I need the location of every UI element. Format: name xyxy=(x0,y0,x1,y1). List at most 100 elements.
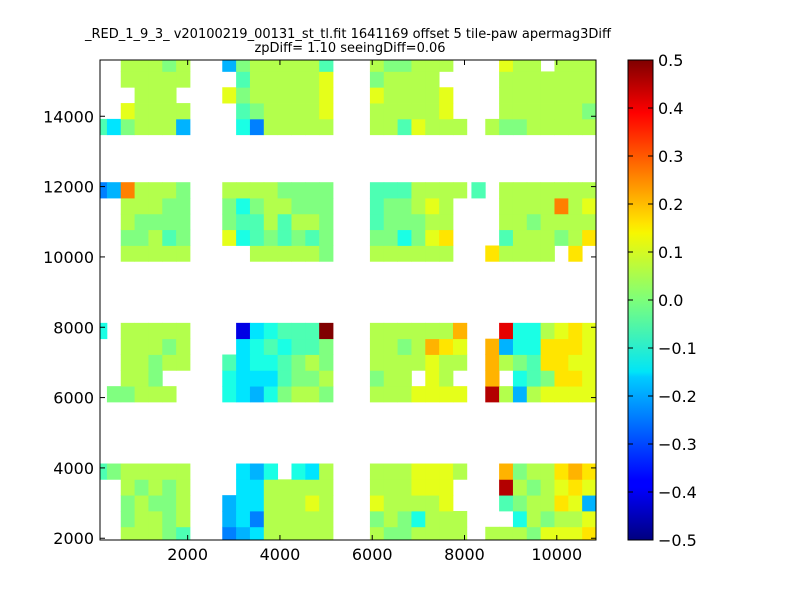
heatmap-cell xyxy=(540,71,555,88)
heatmap-cell xyxy=(263,118,279,136)
heatmap-cell xyxy=(305,71,320,88)
heatmap-cell xyxy=(554,103,569,120)
heatmap-cell xyxy=(249,213,265,231)
heatmap-cell xyxy=(134,118,149,136)
heatmap-cell xyxy=(134,338,149,355)
heatmap-cell xyxy=(305,495,320,512)
heatmap-cell xyxy=(319,322,334,340)
heatmap-cell xyxy=(512,479,528,496)
heatmap-cell xyxy=(148,182,163,199)
heatmap-cell xyxy=(411,198,426,215)
heatmap-cell xyxy=(452,354,468,371)
heatmap-cell xyxy=(148,386,163,403)
heatmap-cell xyxy=(148,495,163,512)
heatmap-cell xyxy=(512,213,528,231)
heatmap-cell xyxy=(305,198,320,215)
heatmap-cell xyxy=(425,103,440,120)
heatmap-cell xyxy=(249,118,265,136)
heatmap-cell xyxy=(277,71,292,88)
heatmap-cell xyxy=(249,198,265,215)
heatmap-cell xyxy=(568,463,583,480)
heatmap-cell xyxy=(176,213,191,231)
heatmap-cell xyxy=(277,87,292,104)
heatmap-cell xyxy=(397,386,412,403)
heatmap-cell xyxy=(305,510,320,528)
heatmap-cell xyxy=(162,118,177,136)
heatmap-cell xyxy=(425,182,440,199)
heatmap-cell xyxy=(134,386,149,403)
heatmap-cell xyxy=(526,354,542,371)
heatmap-cell xyxy=(277,526,292,541)
heatmap-cell xyxy=(499,60,514,72)
heatmap-cell xyxy=(263,510,279,528)
heatmap-cell xyxy=(383,322,398,340)
heatmap-cell xyxy=(526,370,542,387)
heatmap-cell xyxy=(162,510,177,528)
heatmap-cell xyxy=(148,479,163,496)
colorbar-ticks: 0.5 0.4 0.3 0.2 0.1 0.0 −0.1 −0.2 −0.3 −0.4 −0.5 xyxy=(628,51,697,550)
heatmap-cell xyxy=(512,354,528,371)
heatmap-cell xyxy=(397,118,412,136)
heatmap-cell xyxy=(249,60,265,72)
heatmap-cell xyxy=(120,103,135,120)
heatmap-cell xyxy=(411,463,426,480)
heatmap-cell xyxy=(383,213,398,231)
heatmap-cell xyxy=(540,463,555,480)
heatmap-cell xyxy=(236,354,251,371)
heatmap-cell xyxy=(439,60,454,72)
heatmap-cell xyxy=(222,495,237,512)
heatmap-cell xyxy=(162,386,177,403)
heatmap-cell xyxy=(411,495,426,512)
heatmap-cell xyxy=(526,60,542,72)
heatmap-cell xyxy=(383,198,398,215)
heatmap-cell xyxy=(397,463,412,480)
heatmap-cell xyxy=(439,510,454,528)
heatmap-cell xyxy=(263,479,279,496)
heatmap-cell xyxy=(369,322,385,340)
heatmap-cell xyxy=(452,182,468,199)
heatmap-cell xyxy=(439,213,454,231)
heatmap-cell xyxy=(176,479,191,496)
heatmap-cell xyxy=(526,495,542,512)
heatmap-cell xyxy=(397,245,412,262)
heatmap-cell xyxy=(452,322,468,340)
heatmap-cell xyxy=(499,495,514,512)
heatmap-cell xyxy=(568,229,583,246)
heatmap-cell xyxy=(568,479,583,496)
heatmap-cell xyxy=(305,386,320,403)
heatmap-cell xyxy=(383,386,398,403)
heatmap-cell xyxy=(277,118,292,136)
heatmap-cell xyxy=(582,354,597,371)
heatmap-cell xyxy=(485,370,500,387)
heatmap-cell xyxy=(540,370,555,387)
heatmap-cell xyxy=(411,510,426,528)
heatmap-cell xyxy=(162,322,177,340)
heatmap-cell xyxy=(249,386,265,403)
heatmap-cell xyxy=(263,338,279,355)
heatmap-cell xyxy=(134,510,149,528)
heatmap-cell xyxy=(176,198,191,215)
heatmap-cell xyxy=(499,118,514,136)
heatmap-cell xyxy=(439,118,454,136)
heatmap-cell xyxy=(425,526,440,541)
heatmap-cell xyxy=(319,495,334,512)
heatmap-cell xyxy=(106,182,122,199)
heatmap-cell xyxy=(222,182,237,199)
heatmap-cell xyxy=(249,322,265,340)
heatmap-cell xyxy=(512,198,528,215)
heatmap-cell xyxy=(411,526,426,541)
heatmap-cell xyxy=(582,479,597,496)
heatmap-cell xyxy=(499,71,514,88)
heatmap-cell xyxy=(499,338,514,355)
heatmap-cell xyxy=(439,103,454,120)
heatmap-cell xyxy=(369,386,385,403)
heatmap-cell xyxy=(568,60,583,72)
heatmap-cell xyxy=(263,386,279,403)
heatmap-cell xyxy=(425,213,440,231)
heatmap-cell xyxy=(383,526,398,541)
heatmap-cell xyxy=(554,322,569,340)
heatmap-cell xyxy=(134,229,149,246)
heatmap-cell xyxy=(554,71,569,88)
heatmap-cell xyxy=(148,526,163,541)
y-tick-label: 12000 xyxy=(43,178,94,197)
